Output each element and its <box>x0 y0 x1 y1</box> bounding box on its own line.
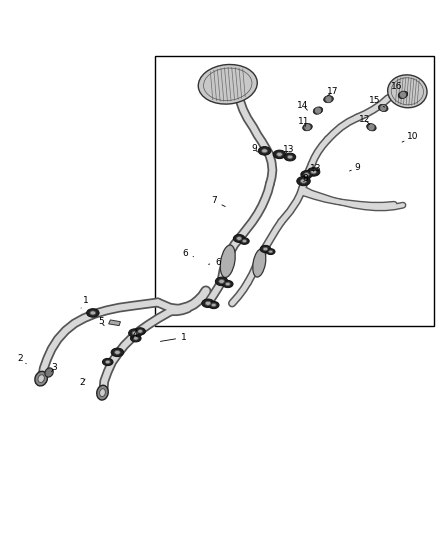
Circle shape <box>315 108 321 113</box>
Ellipse shape <box>219 279 225 284</box>
Text: 15: 15 <box>369 96 385 107</box>
Circle shape <box>381 106 386 110</box>
Ellipse shape <box>202 299 214 308</box>
Text: 7: 7 <box>211 196 225 207</box>
Ellipse shape <box>233 235 245 243</box>
Text: 12: 12 <box>359 115 371 124</box>
Ellipse shape <box>99 389 106 397</box>
Text: 5: 5 <box>98 317 104 326</box>
Ellipse shape <box>35 372 47 386</box>
Ellipse shape <box>240 238 249 245</box>
Ellipse shape <box>220 245 235 278</box>
Ellipse shape <box>273 150 286 159</box>
Ellipse shape <box>301 171 312 179</box>
Text: 11: 11 <box>298 117 310 126</box>
Text: 2: 2 <box>80 378 85 387</box>
Ellipse shape <box>258 147 271 155</box>
Text: 2: 2 <box>18 354 26 364</box>
Ellipse shape <box>378 104 388 111</box>
Ellipse shape <box>324 95 333 103</box>
Ellipse shape <box>304 173 309 176</box>
Circle shape <box>326 96 331 102</box>
Ellipse shape <box>263 247 268 251</box>
Ellipse shape <box>297 176 310 185</box>
Ellipse shape <box>211 303 216 306</box>
Ellipse shape <box>311 170 316 174</box>
Ellipse shape <box>111 348 124 357</box>
Text: 3: 3 <box>51 363 57 372</box>
Ellipse shape <box>260 245 271 253</box>
Text: 4: 4 <box>132 330 138 339</box>
Ellipse shape <box>208 302 219 309</box>
Ellipse shape <box>261 149 267 153</box>
Ellipse shape <box>284 153 296 161</box>
Polygon shape <box>109 320 120 326</box>
Ellipse shape <box>287 155 293 159</box>
Ellipse shape <box>313 107 323 114</box>
Ellipse shape <box>105 360 110 364</box>
Ellipse shape <box>115 350 120 354</box>
Ellipse shape <box>38 375 44 383</box>
Ellipse shape <box>90 311 95 315</box>
Text: 17: 17 <box>327 87 339 96</box>
Ellipse shape <box>226 282 230 286</box>
Text: 6: 6 <box>182 249 194 258</box>
Ellipse shape <box>253 249 266 277</box>
Ellipse shape <box>215 277 228 286</box>
Text: 1: 1 <box>81 296 89 308</box>
Ellipse shape <box>223 280 233 288</box>
Text: 14: 14 <box>297 101 309 110</box>
Ellipse shape <box>268 250 272 253</box>
Ellipse shape <box>138 329 142 333</box>
Ellipse shape <box>87 309 99 317</box>
Text: 8: 8 <box>303 174 309 183</box>
Ellipse shape <box>129 329 141 337</box>
Text: 13: 13 <box>283 144 295 154</box>
Text: 10: 10 <box>402 132 418 142</box>
Ellipse shape <box>388 75 427 108</box>
Circle shape <box>305 125 310 130</box>
Text: 16: 16 <box>391 82 407 93</box>
Bar <box>155 56 434 326</box>
Ellipse shape <box>367 124 376 131</box>
Ellipse shape <box>97 385 108 400</box>
Ellipse shape <box>300 179 307 183</box>
Ellipse shape <box>398 91 408 99</box>
Ellipse shape <box>131 335 141 342</box>
Ellipse shape <box>102 358 113 366</box>
Ellipse shape <box>242 239 247 243</box>
Text: 13: 13 <box>310 164 321 173</box>
Text: 9: 9 <box>350 163 360 172</box>
Text: 1: 1 <box>160 333 187 342</box>
Ellipse shape <box>198 64 257 104</box>
Ellipse shape <box>132 331 138 335</box>
Ellipse shape <box>266 249 275 255</box>
Ellipse shape <box>133 337 138 340</box>
Ellipse shape <box>45 368 53 377</box>
Ellipse shape <box>237 237 242 240</box>
Text: 9: 9 <box>251 144 258 153</box>
Ellipse shape <box>277 152 282 156</box>
Ellipse shape <box>307 167 320 176</box>
Circle shape <box>369 125 374 130</box>
Ellipse shape <box>303 124 312 131</box>
Ellipse shape <box>205 301 211 305</box>
Circle shape <box>400 92 406 97</box>
Text: 6: 6 <box>208 257 221 266</box>
Ellipse shape <box>135 328 145 335</box>
